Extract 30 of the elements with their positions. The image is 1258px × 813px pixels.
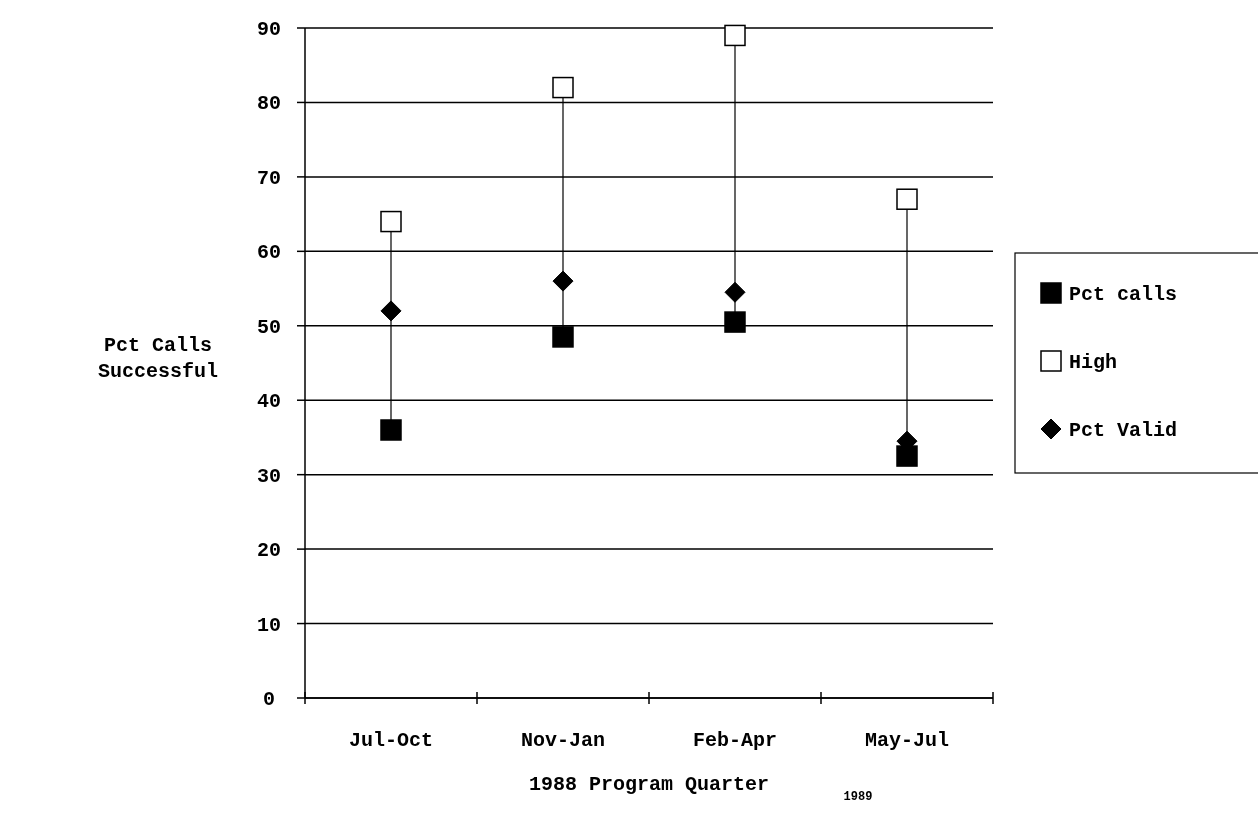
point bbox=[380, 210, 402, 233]
legend-label: High bbox=[1069, 351, 1118, 374]
y-tick-label: 20 bbox=[256, 539, 282, 563]
point bbox=[724, 311, 746, 333]
y-axis-title: Pct Calls Successful bbox=[97, 334, 219, 383]
text: 1989 bbox=[843, 790, 873, 804]
x-tick-label: Feb-Apr bbox=[692, 729, 778, 752]
point bbox=[552, 76, 574, 99]
y-tick-label: 40 bbox=[256, 390, 282, 414]
legend-label: Pct calls bbox=[1069, 283, 1178, 306]
legend-label: Pct Valid bbox=[1069, 419, 1178, 442]
point bbox=[380, 300, 402, 322]
point bbox=[552, 326, 574, 348]
point bbox=[724, 24, 746, 47]
point bbox=[552, 270, 574, 292]
y-tick-label: 30 bbox=[256, 464, 282, 488]
x-axis-title: 1988 Program Quarter bbox=[528, 773, 770, 796]
y-tick-label: 50 bbox=[256, 315, 282, 339]
y-tick-label: 90 bbox=[256, 18, 282, 41]
point bbox=[896, 188, 918, 210]
y-tick-label: 0 bbox=[262, 688, 276, 711]
y-tick-label: 70 bbox=[256, 166, 282, 190]
y-tick-label: 10 bbox=[256, 613, 282, 637]
point bbox=[724, 281, 746, 303]
x-tick-label: Jul-Oct bbox=[348, 729, 434, 752]
y-tick-label: 80 bbox=[256, 92, 282, 116]
y-tick-label: 60 bbox=[256, 241, 282, 265]
x-tick-label: May-Jul bbox=[864, 729, 950, 752]
point bbox=[380, 419, 402, 441]
x-tick-label: Nov-Jan bbox=[520, 729, 606, 752]
